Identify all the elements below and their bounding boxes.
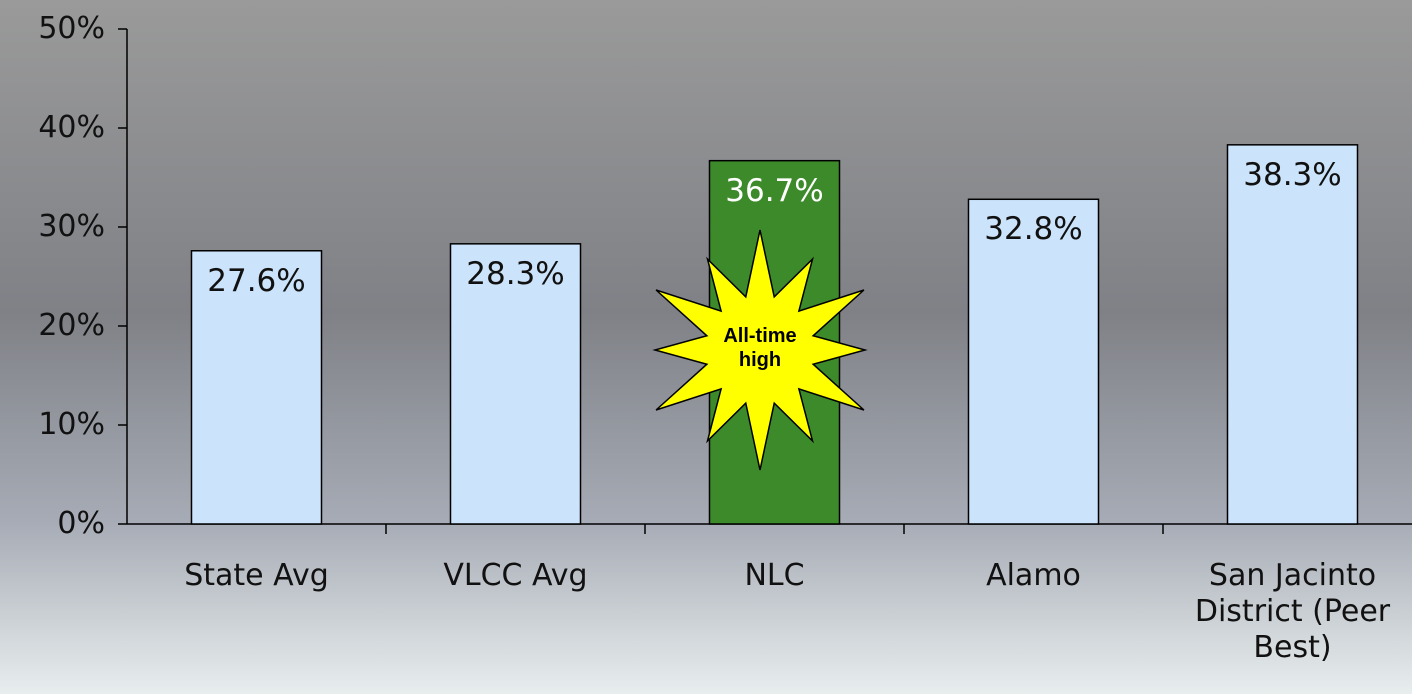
value-label: 28.3%	[466, 255, 565, 292]
y-tick-label: 50%	[38, 11, 105, 46]
value-label: 38.3%	[1243, 156, 1342, 193]
y-tick-label: 10%	[38, 407, 105, 442]
x-tick-label: State Avg	[184, 558, 329, 593]
y-tick-label: 0%	[57, 506, 105, 541]
y-tick-label: 30%	[38, 209, 105, 244]
bar	[1226, 144, 1359, 525]
x-tick-label: VLCC Avg	[443, 558, 588, 593]
x-tick-label: NLC	[744, 558, 805, 593]
bar	[967, 198, 1100, 525]
bar	[449, 243, 582, 525]
x-tick-label: San Jacinto District (Peer Best)	[1194, 558, 1391, 665]
y-tick-label: 20%	[38, 308, 105, 343]
y-tick-label: 40%	[38, 110, 105, 145]
value-label: 32.8%	[984, 211, 1083, 248]
value-label: 36.7%	[725, 172, 824, 209]
annotation: All-time high	[723, 325, 797, 371]
bar	[190, 250, 323, 525]
value-label: 27.6%	[207, 262, 306, 299]
x-tick-label: Alamo	[986, 558, 1081, 593]
starburst	[652, 229, 868, 471]
